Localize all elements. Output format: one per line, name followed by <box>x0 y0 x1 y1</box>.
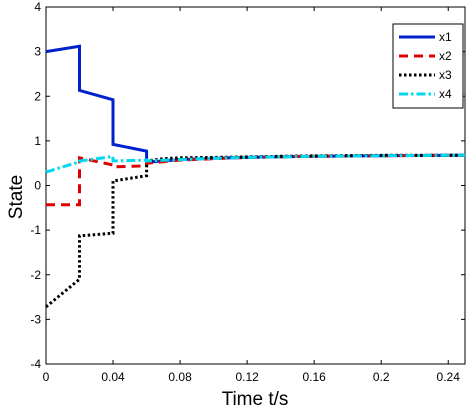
y-tick-label: -2 <box>30 268 41 282</box>
y-tick-label: 3 <box>34 45 41 59</box>
series-line-x4 <box>45 153 466 174</box>
legend-label-x2: x2 <box>439 49 452 63</box>
y-tick-label: 2 <box>34 89 41 103</box>
y-tick-label: -3 <box>30 312 41 326</box>
legend-label-x4: x4 <box>439 87 452 101</box>
series-line-x3 <box>45 153 465 309</box>
y-tick-label: 0 <box>34 179 41 193</box>
x-axis-label: Time t/s <box>222 389 289 410</box>
x-tick-label: 0.08 <box>168 370 192 384</box>
axes: 0 0.04 0.08 0.12 0.16 0.2 0.24 -4 -3 -2 -1 0 1 2 3 4 <box>30 0 466 384</box>
legend: x1 x2 x3 x4 <box>392 23 464 109</box>
x-tick-label: 0.04 <box>101 370 125 384</box>
x-tick-label: 0.12 <box>235 370 259 384</box>
x-tick-label: 0.24 <box>437 370 461 384</box>
series-line-x2 <box>46 153 466 207</box>
x-tick-label: 0.16 <box>302 370 326 384</box>
x-tick-label: 0.2 <box>373 370 390 384</box>
y-tick-label: 4 <box>34 0 41 14</box>
series-lines <box>45 44 466 309</box>
legend-label-x3: x3 <box>439 68 452 82</box>
y-tick-label: -4 <box>30 357 41 371</box>
y-tick-label: 1 <box>34 134 41 148</box>
x-tick-label: 0 <box>43 370 50 384</box>
legend-label-x1: x1 <box>439 30 452 44</box>
y-tick-label: -1 <box>30 223 41 237</box>
y-axis-label: State <box>6 175 27 219</box>
